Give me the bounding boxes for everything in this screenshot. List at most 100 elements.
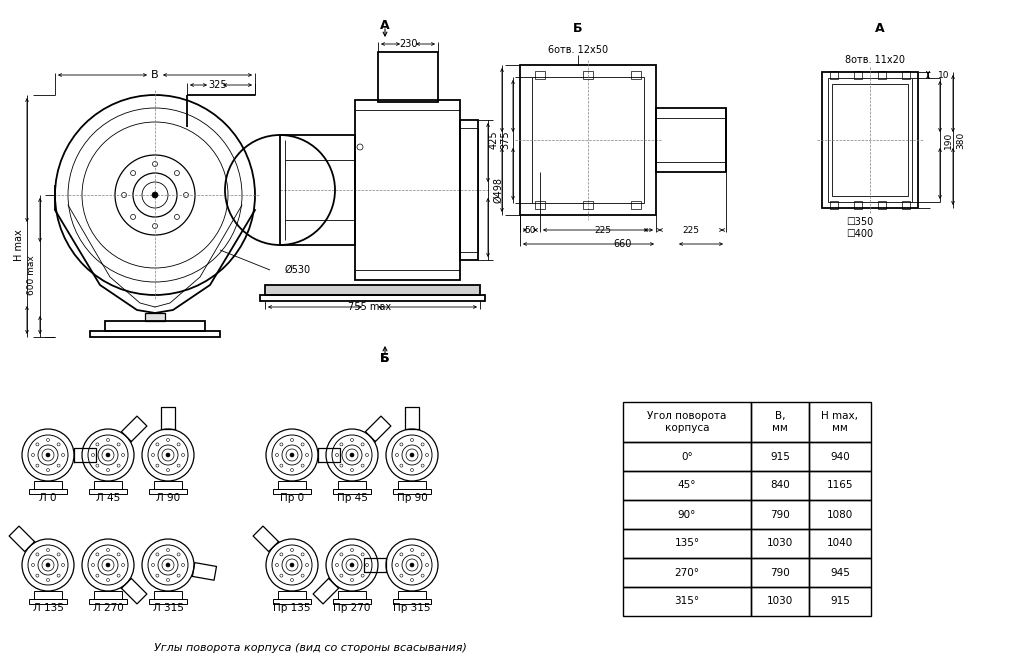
- Bar: [623, 402, 751, 442]
- Text: Б: Б: [573, 21, 583, 35]
- Bar: [902, 71, 910, 79]
- Text: ☐400: ☐400: [847, 229, 873, 239]
- Bar: [809, 402, 871, 442]
- Bar: [150, 489, 187, 494]
- Bar: [751, 471, 809, 500]
- Text: А: А: [380, 19, 390, 31]
- Bar: [878, 201, 886, 209]
- Bar: [623, 471, 751, 500]
- Text: Пр 45: Пр 45: [337, 493, 368, 503]
- Text: Н max: Н max: [14, 229, 24, 261]
- Bar: [460, 128, 478, 252]
- Text: ☐350: ☐350: [847, 217, 873, 227]
- Bar: [854, 71, 862, 79]
- Bar: [154, 591, 182, 599]
- Bar: [809, 442, 871, 471]
- Bar: [828, 78, 912, 202]
- Bar: [631, 71, 641, 79]
- Text: 945: 945: [830, 567, 850, 577]
- Bar: [751, 402, 809, 442]
- Text: 380: 380: [956, 131, 966, 149]
- Text: 790: 790: [770, 567, 790, 577]
- Bar: [333, 489, 371, 494]
- Bar: [89, 489, 127, 494]
- Bar: [751, 442, 809, 471]
- Bar: [94, 591, 122, 599]
- Text: 1030: 1030: [767, 597, 794, 607]
- Bar: [809, 558, 871, 587]
- Circle shape: [46, 563, 50, 567]
- Bar: [532, 77, 644, 203]
- Text: Н max,
мм: Н max, мм: [821, 411, 858, 433]
- Text: Ø530: Ø530: [285, 265, 311, 275]
- Text: 10: 10: [938, 70, 949, 80]
- Bar: [150, 599, 187, 604]
- Text: Л 135: Л 135: [33, 603, 63, 613]
- Bar: [830, 71, 838, 79]
- Text: Л 270: Л 270: [92, 603, 123, 613]
- Bar: [623, 442, 751, 471]
- Text: 135°: 135°: [675, 539, 699, 549]
- Text: 1030: 1030: [767, 539, 794, 549]
- Text: Л 45: Л 45: [96, 493, 120, 503]
- Text: 190: 190: [943, 131, 952, 149]
- Text: 840: 840: [770, 480, 790, 490]
- Bar: [623, 529, 751, 558]
- Bar: [822, 72, 918, 208]
- Text: Л 90: Л 90: [156, 493, 180, 503]
- Text: 375: 375: [500, 130, 510, 149]
- Bar: [398, 481, 426, 489]
- Bar: [809, 471, 871, 500]
- Text: Л 0: Л 0: [39, 493, 56, 503]
- Bar: [34, 481, 62, 489]
- Bar: [393, 599, 431, 604]
- Bar: [278, 481, 306, 489]
- Bar: [393, 489, 431, 494]
- Text: 270°: 270°: [675, 567, 699, 577]
- Text: Б: Б: [380, 351, 390, 365]
- Bar: [535, 201, 545, 209]
- Circle shape: [166, 453, 170, 457]
- Bar: [623, 587, 751, 616]
- Text: 915: 915: [770, 452, 790, 462]
- Text: В,
мм: В, мм: [772, 411, 787, 433]
- Text: 50: 50: [524, 225, 536, 235]
- Bar: [90, 331, 220, 337]
- Circle shape: [290, 563, 294, 567]
- Bar: [278, 591, 306, 599]
- Bar: [29, 489, 67, 494]
- Text: 915: 915: [830, 597, 850, 607]
- Text: 790: 790: [770, 510, 790, 520]
- Bar: [878, 71, 886, 79]
- Bar: [34, 591, 62, 599]
- Text: Пр 0: Пр 0: [280, 493, 304, 503]
- Text: 45°: 45°: [678, 480, 696, 490]
- Bar: [154, 481, 182, 489]
- Bar: [809, 529, 871, 558]
- Text: 225: 225: [595, 225, 611, 235]
- Text: 940: 940: [830, 452, 850, 462]
- Bar: [145, 313, 165, 321]
- Bar: [280, 135, 355, 245]
- Circle shape: [410, 453, 414, 457]
- Bar: [29, 599, 67, 604]
- Bar: [265, 285, 480, 295]
- Text: Угол поворота
корпуса: Угол поворота корпуса: [647, 411, 727, 433]
- Bar: [583, 71, 593, 79]
- Bar: [273, 599, 311, 604]
- Circle shape: [350, 453, 354, 457]
- Text: 660: 660: [613, 239, 632, 249]
- Text: 6отв. 12х50: 6отв. 12х50: [548, 45, 608, 55]
- Circle shape: [106, 453, 110, 457]
- Bar: [273, 489, 311, 494]
- Bar: [751, 587, 809, 616]
- Circle shape: [46, 453, 50, 457]
- Bar: [809, 587, 871, 616]
- Bar: [751, 529, 809, 558]
- Circle shape: [152, 192, 158, 198]
- Bar: [94, 481, 122, 489]
- Text: 225: 225: [683, 225, 699, 235]
- Bar: [831, 84, 908, 196]
- Text: Ø498: Ø498: [493, 177, 503, 203]
- Circle shape: [166, 563, 170, 567]
